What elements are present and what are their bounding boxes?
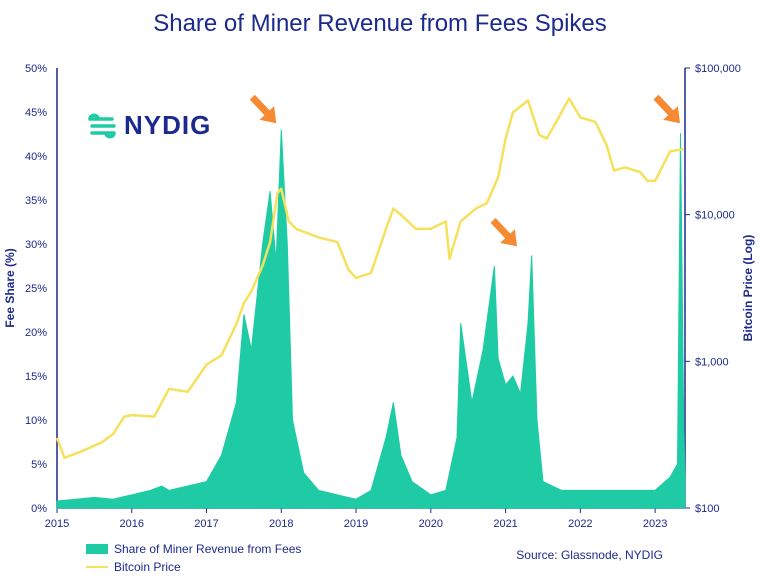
chart-title: Share of Miner Revenue from Fees Spikes bbox=[153, 10, 607, 37]
left-tick-label: 10% bbox=[25, 415, 47, 427]
peak-arrow-head bbox=[259, 106, 277, 124]
left-tick-label: 5% bbox=[31, 459, 47, 471]
series-bitcoin-price-line bbox=[55, 97, 684, 460]
peak-arrow-head bbox=[663, 106, 681, 124]
chart-legend: Share of Miner Revenue from Fees Bitcoin… bbox=[86, 540, 301, 576]
x-tick-label: 2022 bbox=[568, 518, 592, 530]
legend-item-price: Bitcoin Price bbox=[86, 558, 301, 576]
left-tick-label: 30% bbox=[25, 239, 47, 251]
x-tick-label: 2021 bbox=[493, 518, 517, 530]
left-tick-label: 40% bbox=[25, 151, 47, 163]
legend-label-price: Bitcoin Price bbox=[114, 560, 181, 574]
peak-arrow-shaft bbox=[490, 217, 513, 241]
x-tick-label: 2017 bbox=[194, 518, 218, 530]
x-tick-label: 2018 bbox=[269, 518, 293, 530]
right-axis-title: Bitcoin Price (Log) bbox=[741, 235, 755, 342]
right-tick-label: $10,000 bbox=[695, 210, 735, 222]
left-tick-label: 25% bbox=[25, 283, 47, 295]
left-tick-label: 20% bbox=[25, 327, 47, 339]
nydig-logo: NYDIG bbox=[86, 110, 211, 141]
left-tick-label: 45% bbox=[25, 107, 47, 119]
peak-arrow-shaft bbox=[249, 94, 272, 118]
legend-item-fees: Share of Miner Revenue from Fees bbox=[86, 540, 301, 558]
left-tick-label: 15% bbox=[25, 371, 47, 383]
peak-arrow-shaft bbox=[653, 94, 676, 118]
left-tick-label: 35% bbox=[25, 195, 47, 207]
nydig-logo-icon bbox=[88, 113, 116, 138]
x-tick-label: 2016 bbox=[120, 518, 144, 530]
right-tick-label: $100 bbox=[695, 503, 719, 515]
right-tick-label: $100,000 bbox=[695, 63, 741, 75]
legend-swatch-price bbox=[86, 566, 108, 568]
source-note: Source: Glassnode, NYDIG bbox=[516, 548, 663, 562]
x-tick-label: 2015 bbox=[45, 518, 69, 530]
x-tick-label: 2020 bbox=[419, 518, 443, 530]
left-tick-label: 50% bbox=[25, 63, 47, 75]
legend-swatch-fees bbox=[86, 544, 108, 554]
left-axis-title: Fee Share (%) bbox=[3, 248, 17, 327]
nydig-logo-text: NYDIG bbox=[124, 110, 212, 140]
x-tick-label: 2023 bbox=[643, 518, 667, 530]
series-fee-share-area bbox=[56, 129, 686, 509]
legend-label-fees: Share of Miner Revenue from Fees bbox=[114, 542, 302, 556]
x-tick-label: 2019 bbox=[344, 518, 368, 530]
right-tick-label: $1,000 bbox=[695, 356, 729, 368]
peak-arrow-head bbox=[500, 229, 518, 247]
left-tick-label: 0% bbox=[31, 503, 47, 515]
